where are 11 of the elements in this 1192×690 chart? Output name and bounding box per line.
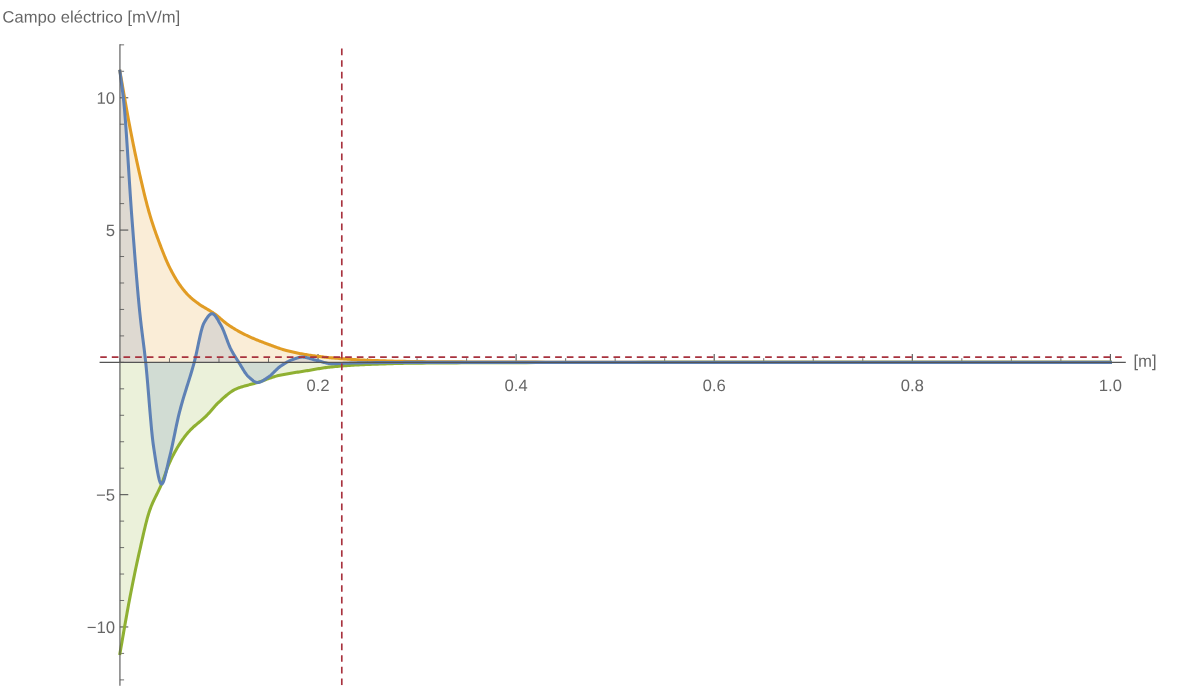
y-axis-title: Campo eléctrico [mV/m]	[3, 10, 180, 27]
x-tick-label: 0.2	[307, 379, 329, 392]
y-tick-label: 5	[106, 224, 115, 237]
y-tick-label: 10	[97, 92, 115, 104]
y-tick-label: −10	[87, 621, 115, 634]
x-tick-label: 0.6	[703, 379, 726, 392]
x-tick-label: 1.0	[1100, 379, 1122, 392]
y-tick-label: −5	[96, 489, 115, 501]
x-axis-title: [m]	[1134, 354, 1156, 371]
x-tick-label: 0.8	[901, 379, 924, 392]
x-tick-label: 0.4	[505, 379, 528, 392]
